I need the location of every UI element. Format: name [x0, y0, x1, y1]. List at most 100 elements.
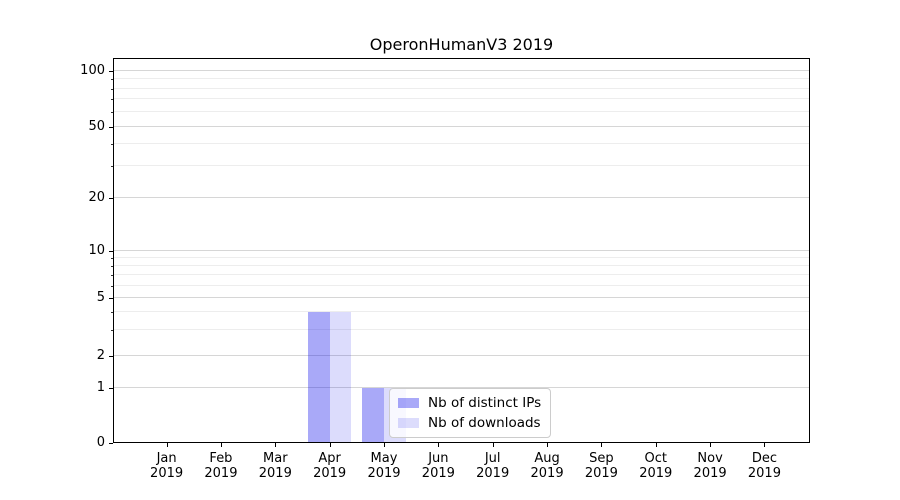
- bar-downloads: [329, 311, 352, 442]
- bar-distinct-ips: [362, 387, 384, 442]
- x-axis-tick: [655, 443, 657, 447]
- x-tick-year: 2019: [476, 466, 510, 481]
- x-tick-month: Aug: [534, 451, 560, 466]
- y-axis-tick: [109, 388, 113, 390]
- x-tick-label: Sep 2019: [569, 451, 633, 481]
- x-tick-label: Dec 2019: [732, 451, 796, 481]
- minor-gridline: [114, 274, 809, 276]
- x-tick-month: Dec: [751, 451, 778, 466]
- minor-gridline: [114, 265, 809, 267]
- major-gridline: [114, 69, 809, 71]
- y-axis-minor-tick: [111, 79, 113, 81]
- y-axis-minor-tick: [111, 330, 113, 332]
- x-tick-month: Sep: [589, 451, 614, 466]
- y-axis-minor-tick: [111, 143, 113, 145]
- y-tick-label: 20: [88, 189, 105, 205]
- x-tick-year: 2019: [258, 466, 292, 481]
- x-tick-month: Oct: [644, 451, 667, 466]
- x-axis-tick: [438, 443, 440, 447]
- y-axis-tick: [109, 355, 113, 357]
- y-tick-label: 2: [96, 347, 105, 363]
- y-axis-minor-tick: [111, 88, 113, 90]
- major-gridline: [114, 387, 809, 389]
- x-tick-label: Oct 2019: [624, 451, 688, 481]
- minor-gridline: [114, 284, 809, 286]
- major-gridline: [114, 297, 809, 299]
- y-axis-tick: [109, 70, 113, 72]
- legend-label: Nb of distinct IPs: [428, 395, 542, 411]
- x-tick-year: 2019: [204, 466, 238, 481]
- legend-label: Nb of downloads: [428, 415, 541, 431]
- minor-gridline: [114, 165, 809, 167]
- minor-gridline: [114, 311, 809, 313]
- y-tick-label: 50: [88, 118, 105, 134]
- x-axis-tick: [601, 443, 603, 447]
- bar-distinct-ips: [307, 311, 330, 442]
- minor-gridline: [114, 329, 809, 331]
- major-gridline: [114, 125, 809, 127]
- x-tick-year: 2019: [639, 466, 673, 481]
- x-tick-month: Jan: [156, 451, 177, 466]
- major-gridline: [114, 354, 809, 356]
- minor-gridline: [114, 78, 809, 80]
- y-axis-tick: [109, 442, 113, 444]
- minor-gridline: [114, 256, 809, 258]
- plot-area: Nb of distinct IPs Nb of downloads: [113, 58, 810, 443]
- y-axis-minor-tick: [111, 257, 113, 259]
- x-tick-year: 2019: [150, 466, 184, 481]
- x-tick-month: Apr: [318, 451, 341, 466]
- minor-gridline: [114, 98, 809, 100]
- minor-gridline: [114, 87, 809, 89]
- y-axis-minor-tick: [111, 312, 113, 314]
- y-tick-label: 1: [96, 380, 105, 396]
- minor-gridline: [114, 142, 809, 144]
- legend-swatch-distinct-ips: [398, 398, 419, 408]
- y-axis-minor-tick: [111, 111, 113, 113]
- chart-title: OperonHumanV3 2019: [369, 35, 554, 54]
- minor-gridline: [114, 110, 809, 112]
- x-axis-tick: [764, 443, 766, 447]
- x-axis-tick: [329, 443, 331, 447]
- y-tick-label: 0: [96, 434, 105, 450]
- y-axis-tick: [109, 298, 113, 300]
- x-tick-month: Jul: [484, 451, 501, 466]
- x-axis-tick: [384, 443, 385, 447]
- x-tick-month: Nov: [697, 451, 723, 466]
- y-tick-label: 5: [96, 290, 105, 306]
- y-axis-minor-tick: [111, 99, 113, 101]
- y-tick-label: 10: [88, 242, 105, 258]
- legend-swatch-downloads: [398, 418, 419, 428]
- y-axis-tick: [109, 250, 113, 252]
- x-tick-label: May 2019: [352, 451, 416, 481]
- x-tick-month: Feb: [209, 451, 233, 466]
- y-axis-minor-tick: [111, 285, 113, 287]
- x-axis-tick: [220, 443, 222, 447]
- y-axis-minor-tick: [111, 275, 113, 277]
- x-tick-label: Apr 2019: [298, 451, 362, 481]
- x-tick-label: Jan 2019: [135, 451, 199, 481]
- x-tick-label: Aug 2019: [515, 451, 579, 481]
- legend-item-distinct-ips: Nb of distinct IPs: [398, 395, 541, 411]
- x-tick-year: 2019: [313, 466, 347, 481]
- x-tick-year: 2019: [584, 466, 618, 481]
- y-axis-minor-tick: [111, 266, 113, 268]
- x-tick-year: 2019: [367, 466, 401, 481]
- x-axis-tick: [547, 443, 549, 447]
- x-tick-month: May: [370, 451, 398, 466]
- major-gridline: [114, 249, 809, 251]
- major-gridline: [114, 196, 809, 198]
- x-tick-year: 2019: [693, 466, 727, 481]
- x-tick-month: Mar: [263, 451, 288, 466]
- x-axis-tick: [275, 443, 277, 447]
- x-tick-label: Feb 2019: [189, 451, 253, 481]
- legend: Nb of distinct IPs Nb of downloads: [389, 388, 552, 438]
- x-tick-label: Jun 2019: [406, 451, 470, 481]
- y-tick-label: 100: [80, 62, 105, 78]
- y-axis-tick: [109, 197, 113, 199]
- x-tick-label: Nov 2019: [678, 451, 742, 481]
- x-tick-label: Jul 2019: [461, 451, 525, 481]
- x-axis-tick: [166, 443, 168, 447]
- y-axis-minor-tick: [111, 166, 113, 168]
- legend-item-downloads: Nb of downloads: [398, 415, 541, 431]
